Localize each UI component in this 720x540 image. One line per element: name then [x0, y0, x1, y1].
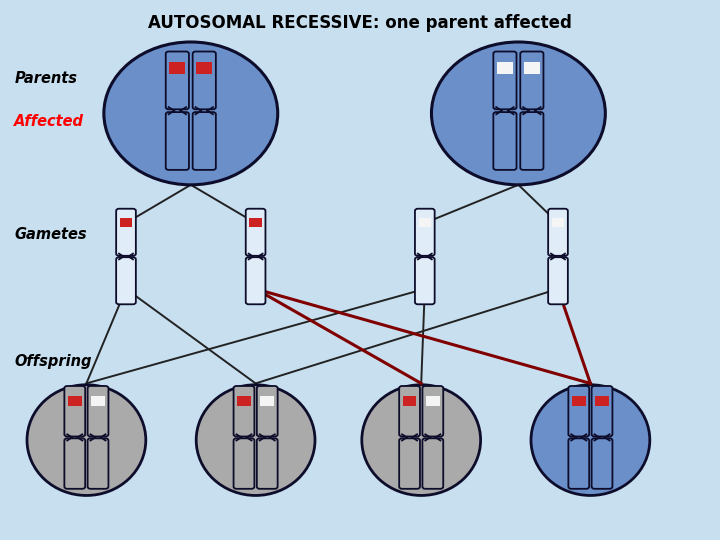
FancyBboxPatch shape — [246, 209, 266, 256]
Ellipse shape — [196, 384, 315, 496]
Ellipse shape — [361, 384, 481, 496]
FancyBboxPatch shape — [116, 209, 136, 256]
FancyBboxPatch shape — [116, 257, 136, 304]
FancyBboxPatch shape — [399, 438, 420, 489]
Bar — [120, 218, 132, 227]
Text: Gametes: Gametes — [14, 227, 87, 242]
FancyBboxPatch shape — [592, 438, 613, 489]
FancyBboxPatch shape — [193, 112, 216, 170]
Bar — [524, 62, 540, 74]
FancyBboxPatch shape — [415, 257, 435, 304]
FancyBboxPatch shape — [548, 257, 568, 304]
FancyBboxPatch shape — [548, 209, 568, 256]
FancyBboxPatch shape — [246, 257, 266, 304]
Bar — [595, 395, 609, 406]
Bar — [572, 395, 585, 406]
Bar — [237, 395, 251, 406]
FancyBboxPatch shape — [64, 386, 85, 436]
FancyBboxPatch shape — [568, 386, 589, 436]
FancyBboxPatch shape — [521, 112, 544, 170]
FancyBboxPatch shape — [568, 438, 589, 489]
FancyBboxPatch shape — [592, 386, 613, 436]
FancyBboxPatch shape — [521, 51, 544, 109]
Bar — [552, 218, 564, 227]
Bar — [418, 218, 431, 227]
FancyBboxPatch shape — [399, 386, 420, 436]
Text: Offspring: Offspring — [14, 354, 92, 369]
Text: AUTOSOMAL RECESSIVE: one parent affected: AUTOSOMAL RECESSIVE: one parent affected — [148, 14, 572, 31]
Text: Parents: Parents — [14, 71, 78, 86]
Bar — [197, 62, 212, 74]
FancyBboxPatch shape — [166, 51, 189, 109]
Ellipse shape — [104, 42, 278, 185]
FancyBboxPatch shape — [415, 209, 435, 256]
FancyBboxPatch shape — [423, 438, 444, 489]
Bar — [261, 395, 274, 406]
Bar — [249, 218, 262, 227]
FancyBboxPatch shape — [233, 438, 254, 489]
Bar — [169, 62, 185, 74]
FancyBboxPatch shape — [88, 386, 109, 436]
Bar — [426, 395, 440, 406]
Ellipse shape — [27, 384, 145, 496]
FancyBboxPatch shape — [493, 112, 516, 170]
Bar — [402, 395, 416, 406]
Ellipse shape — [531, 384, 649, 496]
Text: Affected: Affected — [14, 114, 84, 129]
FancyBboxPatch shape — [423, 386, 444, 436]
FancyBboxPatch shape — [64, 438, 85, 489]
FancyBboxPatch shape — [88, 438, 109, 489]
Bar — [68, 395, 81, 406]
FancyBboxPatch shape — [257, 386, 278, 436]
FancyBboxPatch shape — [493, 51, 516, 109]
Ellipse shape — [431, 42, 606, 185]
FancyBboxPatch shape — [166, 112, 189, 170]
FancyBboxPatch shape — [257, 438, 278, 489]
Bar — [497, 62, 513, 74]
FancyBboxPatch shape — [193, 51, 216, 109]
FancyBboxPatch shape — [233, 386, 254, 436]
Bar — [91, 395, 105, 406]
